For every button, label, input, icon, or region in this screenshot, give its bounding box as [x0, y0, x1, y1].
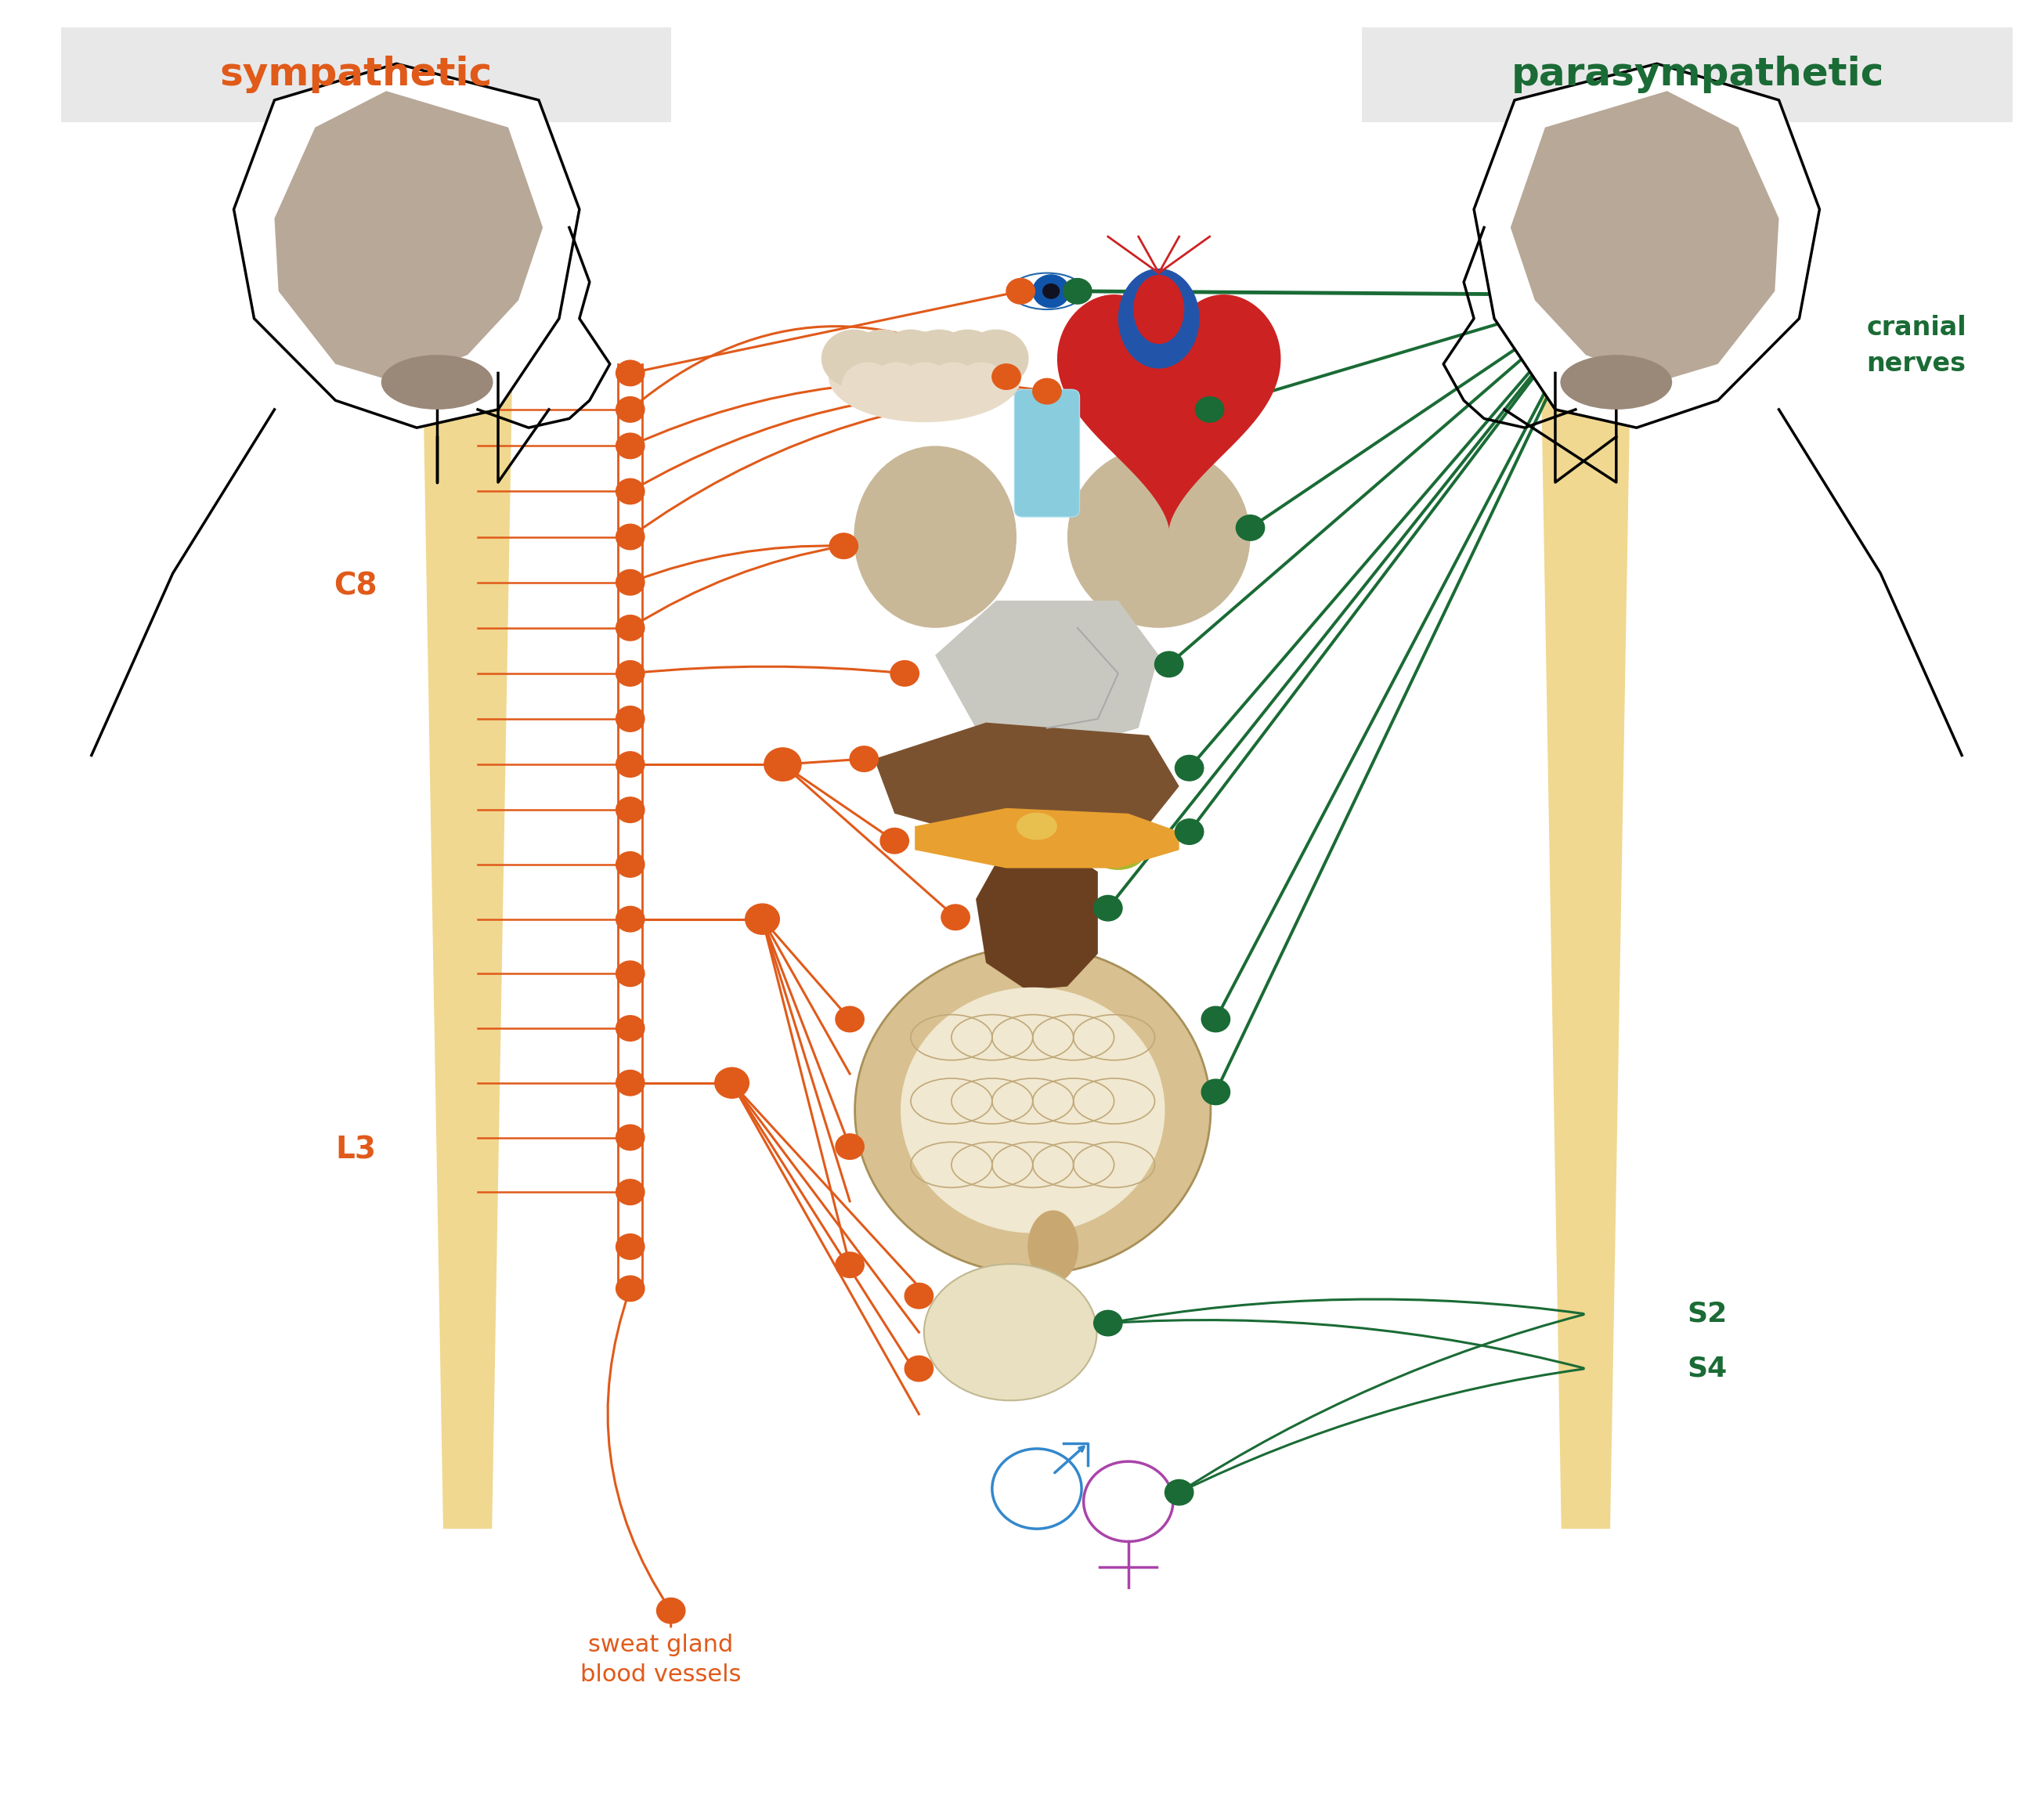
Circle shape	[1175, 755, 1204, 781]
Polygon shape	[1541, 373, 1630, 1529]
Circle shape	[616, 706, 644, 732]
Circle shape	[616, 524, 644, 550]
Ellipse shape	[829, 331, 1023, 422]
Circle shape	[746, 905, 779, 934]
Circle shape	[905, 1356, 933, 1381]
Ellipse shape	[1132, 275, 1183, 344]
Polygon shape	[274, 91, 543, 382]
Ellipse shape	[854, 446, 1016, 628]
Circle shape	[821, 329, 886, 388]
Circle shape	[616, 1070, 644, 1096]
Circle shape	[616, 1125, 644, 1150]
Text: parasympathetic: parasympathetic	[1511, 56, 1885, 93]
Circle shape	[616, 615, 644, 641]
Circle shape	[905, 1283, 933, 1309]
Circle shape	[616, 797, 644, 823]
Text: L3: L3	[335, 1136, 376, 1165]
Circle shape	[616, 752, 644, 777]
Ellipse shape	[1016, 812, 1057, 841]
Circle shape	[616, 1234, 644, 1259]
Circle shape	[836, 1252, 864, 1278]
FancyBboxPatch shape	[1362, 27, 2013, 122]
Circle shape	[616, 570, 644, 595]
Ellipse shape	[901, 988, 1165, 1234]
Ellipse shape	[854, 946, 1212, 1274]
Circle shape	[616, 906, 644, 932]
Ellipse shape	[1118, 269, 1199, 369]
FancyBboxPatch shape	[61, 27, 671, 122]
Circle shape	[616, 1179, 644, 1205]
Circle shape	[907, 329, 972, 388]
Ellipse shape	[1029, 1210, 1080, 1283]
Polygon shape	[874, 723, 1179, 844]
Text: S2: S2	[1687, 1301, 1728, 1327]
Circle shape	[616, 1016, 644, 1041]
Circle shape	[1043, 284, 1059, 298]
Circle shape	[1202, 1006, 1230, 1032]
Polygon shape	[423, 373, 512, 1529]
Ellipse shape	[923, 1265, 1098, 1401]
Ellipse shape	[1010, 273, 1084, 309]
Polygon shape	[935, 601, 1159, 746]
Text: S4: S4	[1687, 1356, 1728, 1381]
Polygon shape	[1511, 91, 1779, 382]
Circle shape	[899, 362, 951, 409]
Circle shape	[1033, 275, 1069, 308]
Polygon shape	[1474, 64, 1820, 428]
Text: C8: C8	[333, 571, 378, 601]
Circle shape	[1155, 652, 1183, 677]
Ellipse shape	[1090, 830, 1147, 870]
Polygon shape	[915, 808, 1179, 868]
Circle shape	[1006, 278, 1035, 304]
Circle shape	[992, 364, 1021, 389]
Circle shape	[829, 533, 858, 559]
Circle shape	[836, 1006, 864, 1032]
Ellipse shape	[382, 355, 492, 409]
Circle shape	[842, 362, 895, 409]
Circle shape	[850, 329, 915, 388]
Circle shape	[616, 479, 644, 504]
Circle shape	[616, 852, 644, 877]
Circle shape	[764, 748, 801, 781]
Circle shape	[1033, 379, 1061, 404]
Circle shape	[1165, 1480, 1193, 1505]
Circle shape	[1236, 515, 1265, 541]
Circle shape	[616, 360, 644, 386]
Circle shape	[878, 329, 943, 388]
Circle shape	[935, 329, 1000, 388]
Circle shape	[616, 433, 644, 459]
Circle shape	[616, 1276, 644, 1301]
Circle shape	[890, 661, 919, 686]
Circle shape	[616, 661, 644, 686]
Circle shape	[850, 746, 878, 772]
Polygon shape	[976, 844, 1098, 990]
Circle shape	[956, 362, 1008, 409]
Circle shape	[716, 1068, 748, 1097]
Text: sympathetic: sympathetic	[220, 56, 492, 93]
Text: cranial
nerves: cranial nerves	[1866, 315, 1966, 377]
Circle shape	[1175, 819, 1204, 844]
Circle shape	[1195, 397, 1224, 422]
Text: sweat gland
blood vessels: sweat gland blood vessels	[579, 1634, 742, 1685]
Circle shape	[870, 362, 923, 409]
Polygon shape	[1057, 295, 1281, 530]
Circle shape	[616, 397, 644, 422]
FancyBboxPatch shape	[1014, 389, 1080, 517]
Circle shape	[964, 329, 1029, 388]
Ellipse shape	[1559, 355, 1671, 409]
Ellipse shape	[1067, 446, 1250, 628]
Circle shape	[657, 1598, 685, 1623]
Circle shape	[1094, 895, 1122, 921]
Circle shape	[1063, 278, 1092, 304]
Circle shape	[1094, 1310, 1122, 1336]
Circle shape	[836, 1134, 864, 1159]
Circle shape	[616, 961, 644, 986]
Circle shape	[880, 828, 909, 854]
Circle shape	[1202, 1079, 1230, 1105]
Polygon shape	[234, 64, 579, 428]
Circle shape	[941, 905, 970, 930]
Circle shape	[927, 362, 980, 409]
